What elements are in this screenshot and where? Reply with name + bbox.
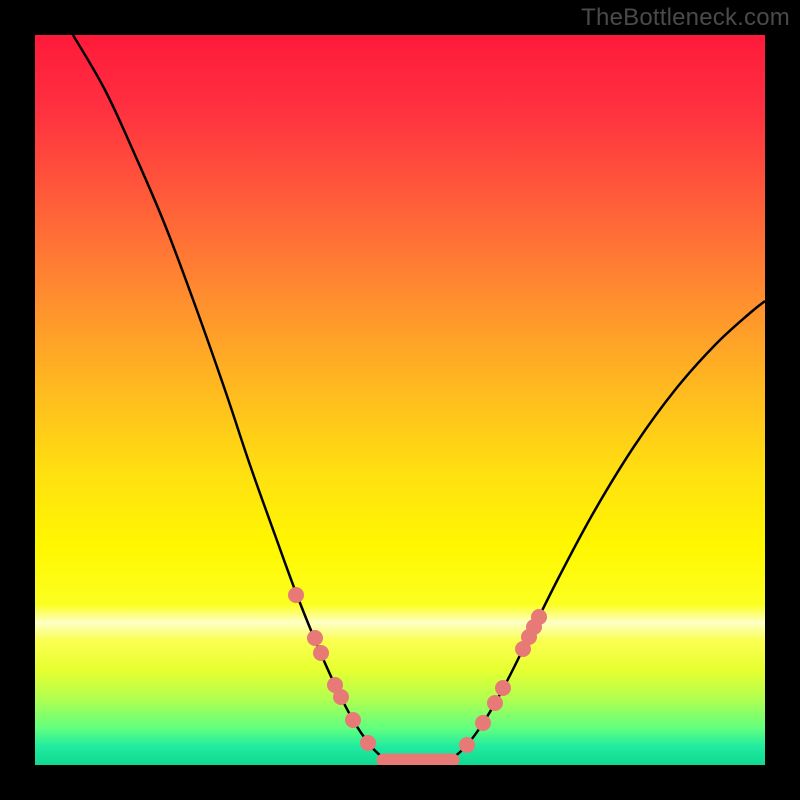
data-point [307, 630, 323, 646]
data-point [487, 695, 503, 711]
data-point [333, 689, 349, 705]
data-point [313, 645, 329, 661]
data-point [475, 715, 491, 731]
plot-area [35, 35, 765, 765]
data-point [495, 680, 511, 696]
data-point [345, 712, 361, 728]
watermark-text: TheBottleneck.com [581, 4, 790, 32]
gradient-background [35, 35, 765, 765]
data-point [531, 609, 547, 625]
data-point [459, 737, 475, 753]
data-point [288, 587, 304, 603]
bottleneck-curve-chart [35, 35, 765, 765]
chart-frame: TheBottleneck.com [0, 0, 800, 800]
data-point [360, 735, 376, 751]
